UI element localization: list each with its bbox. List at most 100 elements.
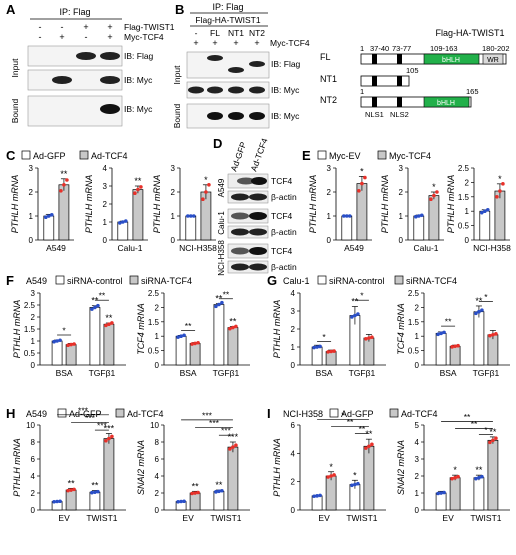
data-point xyxy=(234,324,238,329)
data-point xyxy=(450,476,454,481)
y-tick-label: 1 xyxy=(399,212,404,221)
legend-g: Calu-1 siRNA-control siRNA-TCF4 xyxy=(283,275,457,286)
y-tick-label: 1 xyxy=(291,343,296,352)
y-tick-label: 1 xyxy=(327,212,332,221)
data-point xyxy=(66,488,70,493)
data-point xyxy=(136,187,140,192)
y-tick-label: 4 xyxy=(155,472,160,481)
b-section-bound: Bound xyxy=(172,103,182,128)
y-tick-label: 4 xyxy=(31,472,36,481)
d-blot-actin: β-actin xyxy=(271,262,297,272)
chart-c3: 0 1 2 3 PTHLH mRNA * NCI-H358 xyxy=(152,164,217,253)
domain-fl-pos2: 73-77 xyxy=(392,44,411,53)
bar xyxy=(51,340,63,366)
data-point xyxy=(350,483,354,488)
data-point xyxy=(477,475,481,480)
x-tick-label: EV xyxy=(442,513,454,523)
y-axis-label: PTHLH mRNA xyxy=(84,175,94,234)
y-tick-label: 1.5 xyxy=(24,325,36,334)
data-point xyxy=(494,436,498,441)
y-tick-label: 1 xyxy=(171,212,176,221)
y-tick-label: 2 xyxy=(415,472,420,481)
bar xyxy=(311,346,323,366)
bar xyxy=(175,335,187,366)
significance-label: ** xyxy=(359,424,366,434)
significance-label: * xyxy=(62,326,66,336)
data-point xyxy=(367,336,371,340)
data-point xyxy=(72,487,76,492)
data-point xyxy=(436,332,440,337)
bar xyxy=(227,446,239,511)
y-tick-label: 1 xyxy=(415,489,420,498)
data-point xyxy=(332,349,336,353)
bar xyxy=(341,215,353,241)
significance-label: * xyxy=(329,462,333,472)
significance-label: ** xyxy=(347,417,354,427)
significance-label: *** xyxy=(85,413,96,423)
data-point xyxy=(439,491,443,495)
data-point xyxy=(190,491,194,496)
legend-h: A549 Ad-GFP Ad-TCF4 xyxy=(26,408,164,419)
bar xyxy=(435,332,447,366)
bar xyxy=(89,491,101,511)
y-tick-label: 0 xyxy=(291,361,296,370)
data-point xyxy=(55,339,59,343)
b-lane: FL xyxy=(210,28,220,38)
data-point xyxy=(364,337,368,341)
data-point xyxy=(228,447,232,451)
data-point xyxy=(318,493,322,498)
data-point xyxy=(370,335,374,339)
data-point xyxy=(196,340,200,345)
bar xyxy=(43,215,55,241)
significance-label: ** xyxy=(445,317,452,327)
domain-nt2-end: 165 xyxy=(466,87,479,96)
data-point xyxy=(193,491,197,495)
data-point xyxy=(69,342,73,347)
data-point xyxy=(480,308,484,312)
bar xyxy=(213,304,225,366)
y-axis-label: PTHLH mRNA xyxy=(272,300,282,359)
data-point xyxy=(234,443,238,448)
data-point xyxy=(420,213,424,218)
y-tick-label: 5 xyxy=(415,421,420,430)
domain-fl: FL xyxy=(320,52,331,62)
data-point xyxy=(196,490,200,495)
data-point xyxy=(501,182,505,186)
data-point xyxy=(360,181,364,186)
y-tick-label: 2 xyxy=(399,188,404,197)
data-point xyxy=(326,475,330,479)
data-point xyxy=(483,209,487,213)
data-point xyxy=(193,341,197,346)
data-point xyxy=(110,321,114,325)
y-axis-label: PTHLH mRNA xyxy=(380,175,390,234)
chart-c1: 0 1 2 3 PTHLH mRNA ** A549 xyxy=(10,164,74,253)
data-point xyxy=(364,446,368,450)
x-axis-label: Calu-1 xyxy=(413,243,438,253)
y-tick-label: 2.5 xyxy=(148,289,160,298)
x-tick-label: BSA xyxy=(316,368,333,378)
significance-label: * xyxy=(484,292,488,302)
bar xyxy=(435,492,447,511)
b-sign: + xyxy=(193,38,198,48)
data-point xyxy=(90,490,94,495)
significance-label: ** xyxy=(351,297,359,307)
y-tick-label: 2 xyxy=(29,188,34,197)
data-point xyxy=(491,438,495,443)
significance-label: * xyxy=(484,425,488,435)
significance-label: ** xyxy=(192,481,200,491)
significance-label: * xyxy=(353,470,357,480)
data-point xyxy=(318,344,322,349)
d-col-gfp: Ad-GFP xyxy=(228,140,248,173)
d-cell-a549: A549 xyxy=(217,178,226,197)
legend-g-2: siRNA-TCF4 xyxy=(406,276,457,286)
bar xyxy=(103,323,115,366)
b-ib-myc: IB: Myc xyxy=(271,85,300,95)
data-point xyxy=(442,490,446,495)
data-point xyxy=(176,335,180,339)
d-blot-tcf4: TCF4 xyxy=(271,176,293,186)
x-tick-label: EV xyxy=(318,513,330,523)
